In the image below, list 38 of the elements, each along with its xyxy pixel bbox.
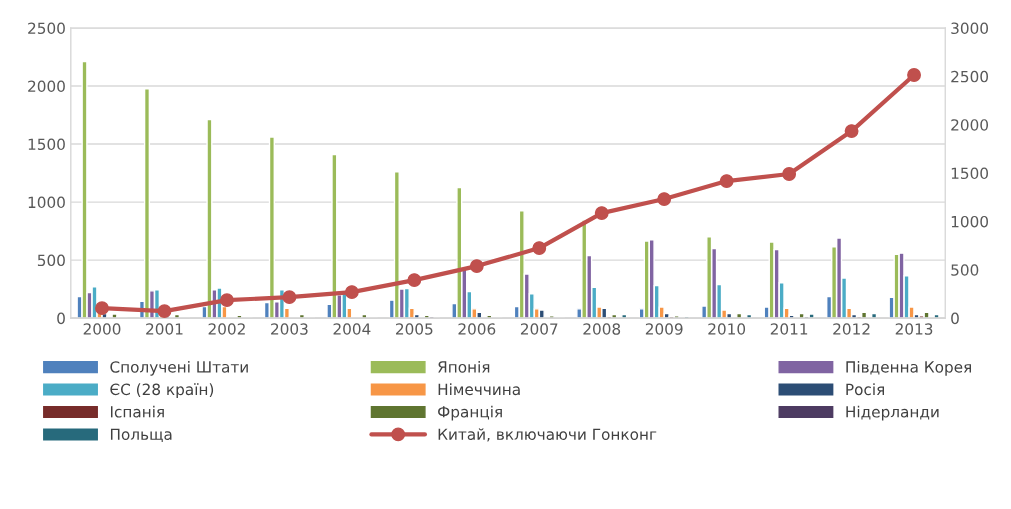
x-tick-label: 2012 — [833, 323, 870, 335]
x-tick-label: 2005 — [396, 323, 433, 335]
y-tick-label: 0 — [57, 312, 65, 325]
x-tick-label: 2003 — [271, 323, 308, 335]
x-tick-label: 2001 — [146, 323, 183, 335]
legend-label: Нідерланди — [846, 405, 939, 421]
legend-label: Сполучені Штати — [110, 360, 248, 376]
x-tick-label: 2009 — [645, 323, 683, 335]
x-tick-label: 2004 — [333, 323, 371, 335]
y-tick-label: 1000 — [28, 196, 65, 209]
legend-label: Японія — [438, 360, 490, 373]
legend-label: Франція — [438, 405, 502, 421]
x-tick-label: 2006 — [458, 323, 496, 335]
legend-label: Південна Корея — [846, 360, 971, 376]
x-tick-label: 2013 — [895, 323, 933, 335]
y2-tick-label: 0 — [951, 312, 959, 325]
y2-tick-label: 2500 — [951, 70, 989, 83]
legend-label: Китай, включаючи Гонконг — [438, 428, 657, 442]
y-tick-label: 2000 — [28, 80, 65, 93]
y2-tick-label: 1000 — [951, 215, 989, 228]
y2-tick-label: 1500 — [951, 167, 989, 180]
y2-tick-label: 2000 — [951, 119, 989, 131]
y-tick-label: 2500 — [28, 22, 65, 35]
legend-label: ЄС (28 країн) — [110, 383, 214, 399]
legend-label: Німеччина — [438, 383, 520, 396]
y2-tick-label: 3000 — [951, 22, 989, 35]
legend-label: Росія — [846, 383, 884, 396]
legend-label: Польща — [110, 428, 172, 442]
y2-tick-label: 500 — [951, 264, 979, 276]
y-tick-label: 500 — [37, 254, 65, 267]
x-tick-label: 2011 — [770, 323, 808, 335]
x-tick-label: 2002 — [208, 323, 245, 335]
y-tick-label: 1500 — [28, 138, 65, 151]
x-tick-label: 2007 — [520, 323, 558, 335]
x-tick-label: 2010 — [708, 323, 746, 335]
x-tick-label: 2000 — [83, 323, 121, 335]
x-tick-label: 2008 — [583, 323, 621, 335]
legend-label: Іспанія — [110, 405, 164, 418]
